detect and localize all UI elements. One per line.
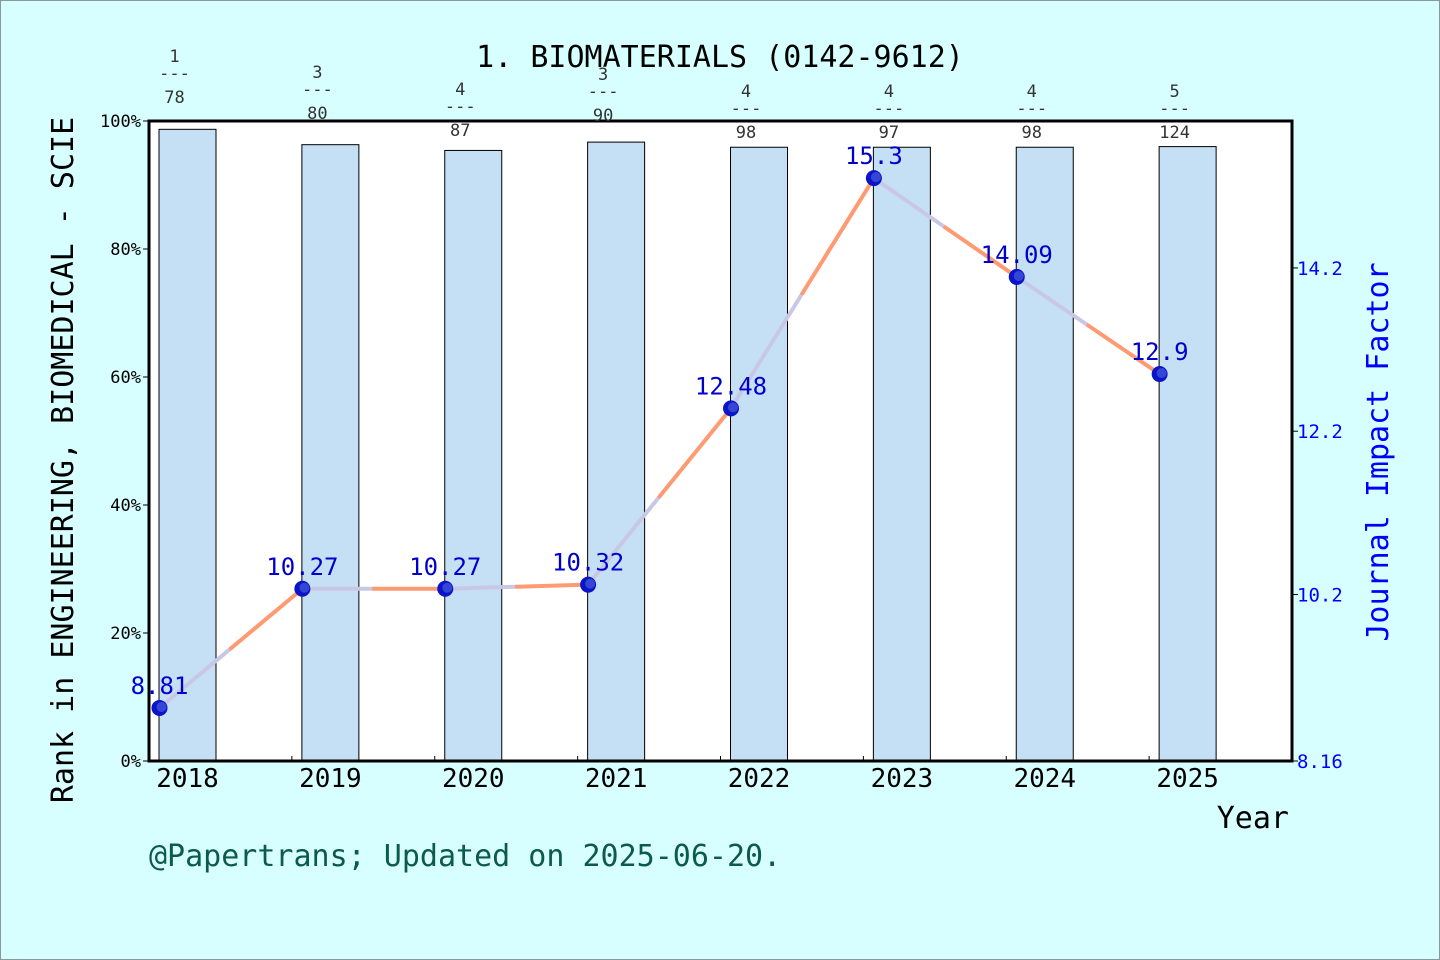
- rank-separator: ---: [874, 99, 905, 119]
- rank-denominator: 87: [450, 121, 470, 141]
- left-tick-label: 40%: [110, 496, 141, 516]
- rank-numerator: 4: [741, 82, 751, 102]
- y-axis-left-label: Rank in ENGINEERING, BIOMEDICAL - SCIE: [46, 117, 81, 803]
- rank-denominator: 98: [1022, 123, 1042, 143]
- jif-value-label: 12.9: [1131, 338, 1189, 366]
- x-tick-label: 2019: [299, 764, 362, 794]
- left-tick-label: 100%: [100, 112, 141, 132]
- jif-point-highlight: [299, 582, 310, 593]
- left-tick-label: 0%: [121, 752, 141, 772]
- rank-denominator: 97: [879, 123, 899, 143]
- rank-numerator: 4: [1027, 82, 1037, 102]
- bar-2023: [872, 146, 931, 762]
- jif-line-segment: [1014, 274, 1091, 328]
- chart-title: 1. BIOMATERIALS (0142-9612): [476, 40, 964, 75]
- bar-2021: [587, 141, 646, 762]
- jif-value-label: 8.81: [131, 672, 189, 700]
- jif-value-label: 10.27: [409, 553, 481, 581]
- x-tick-label: 2020: [442, 764, 505, 794]
- jif-point-highlight: [870, 172, 881, 183]
- jif-labels: 8.81 10.27 10.27 10.32 12.48 15.3 14.09 12.9: [131, 142, 1189, 700]
- jif-value-label: 14.09: [981, 241, 1053, 269]
- jif-line-segment: [586, 494, 662, 587]
- left-tick-label: 80%: [110, 240, 141, 260]
- rank-denominator: 78: [164, 88, 184, 108]
- left-axis: 0% 20% 40% 60% 80% 100%: [100, 112, 149, 772]
- jif-value-label: 10.32: [552, 549, 624, 577]
- y-axis-right-label: Journal Impact Factor: [1361, 262, 1396, 641]
- jif-line-segment: [943, 225, 1019, 279]
- footer-credit: @Papertrans; Updated on 2025-06-20.: [149, 839, 781, 874]
- rank-separator: ---: [588, 82, 619, 102]
- jif-line-segment: [1086, 323, 1162, 377]
- bar-2020: [444, 149, 503, 762]
- left-tick-label: 20%: [110, 624, 141, 644]
- jif-point-highlight: [156, 701, 167, 712]
- right-tick-label: 10.2: [1297, 584, 1343, 606]
- jif-value-label: 12.48: [695, 372, 767, 400]
- bar-2018: [158, 128, 217, 762]
- x-axis-label: Year: [1217, 801, 1289, 836]
- x-tick-label: 2024: [1013, 764, 1076, 794]
- rank-denominator: 124: [1159, 123, 1190, 143]
- jif-point-highlight: [728, 402, 738, 413]
- right-tick-label: 14.2: [1297, 258, 1343, 280]
- bar-2025: [1158, 146, 1217, 762]
- x-tick-label: 2022: [728, 764, 791, 794]
- rank-numerator: 3: [598, 65, 608, 85]
- jif-value-label: 10.27: [266, 553, 338, 581]
- right-tick-label: 8.16: [1297, 751, 1343, 773]
- x-tick-label: 2023: [871, 764, 934, 794]
- right-axis: 8.16 10.2 12.2 14.2: [1292, 258, 1343, 773]
- rank-numerator: 5: [1170, 82, 1180, 102]
- jif-line-segment: [800, 176, 876, 296]
- rank-numerator: 4: [884, 82, 894, 102]
- x-tick-label: 2021: [585, 764, 648, 794]
- rank-numerator: 1: [169, 47, 179, 67]
- rank-labels: 1---783---804---873---904---984---974---…: [159, 47, 1190, 143]
- jif-line-segment: [157, 646, 233, 710]
- jif-line-segment: [871, 176, 948, 230]
- rank-denominator: 80: [307, 104, 327, 124]
- bar-2019: [301, 144, 360, 762]
- rank-numerator: 3: [312, 63, 322, 83]
- jif-point-highlight: [1013, 270, 1024, 281]
- bar-2022: [730, 146, 788, 762]
- jif-line-segment: [443, 584, 519, 591]
- rank-separator: ---: [1016, 99, 1047, 119]
- rank-denominator: 90: [593, 106, 613, 126]
- x-tick-label: 2025: [1156, 764, 1219, 794]
- jif-point-highlight: [442, 582, 453, 593]
- right-tick-label: 12.2: [1297, 421, 1343, 443]
- rank-separator: ---: [731, 99, 762, 119]
- jif-line-segment: [657, 406, 733, 499]
- bars-layer: [158, 128, 1217, 762]
- left-tick-label: 60%: [110, 368, 141, 388]
- jif-line-layer: [151, 170, 1168, 716]
- rank-separator: ---: [159, 64, 190, 84]
- jif-point-highlight: [1156, 368, 1167, 379]
- x-tick-label: 2018: [156, 764, 219, 794]
- bar-2024: [1015, 146, 1074, 762]
- rank-separator: ---: [445, 97, 476, 117]
- jif-line-segment: [729, 291, 805, 411]
- jif-line-segment: [228, 586, 305, 651]
- rank-denominator: 98: [736, 123, 756, 143]
- rank-separator: ---: [302, 80, 333, 100]
- rank-separator: ---: [1159, 99, 1190, 119]
- jif-line-segment: [514, 582, 591, 589]
- rank-numerator: 4: [455, 80, 465, 100]
- jif-point-highlight: [585, 578, 596, 589]
- jif-value-label: 15.3: [845, 142, 903, 170]
- x-axis: 2018 2019 2020 2021 2022 2023 2024 2025: [156, 756, 1219, 794]
